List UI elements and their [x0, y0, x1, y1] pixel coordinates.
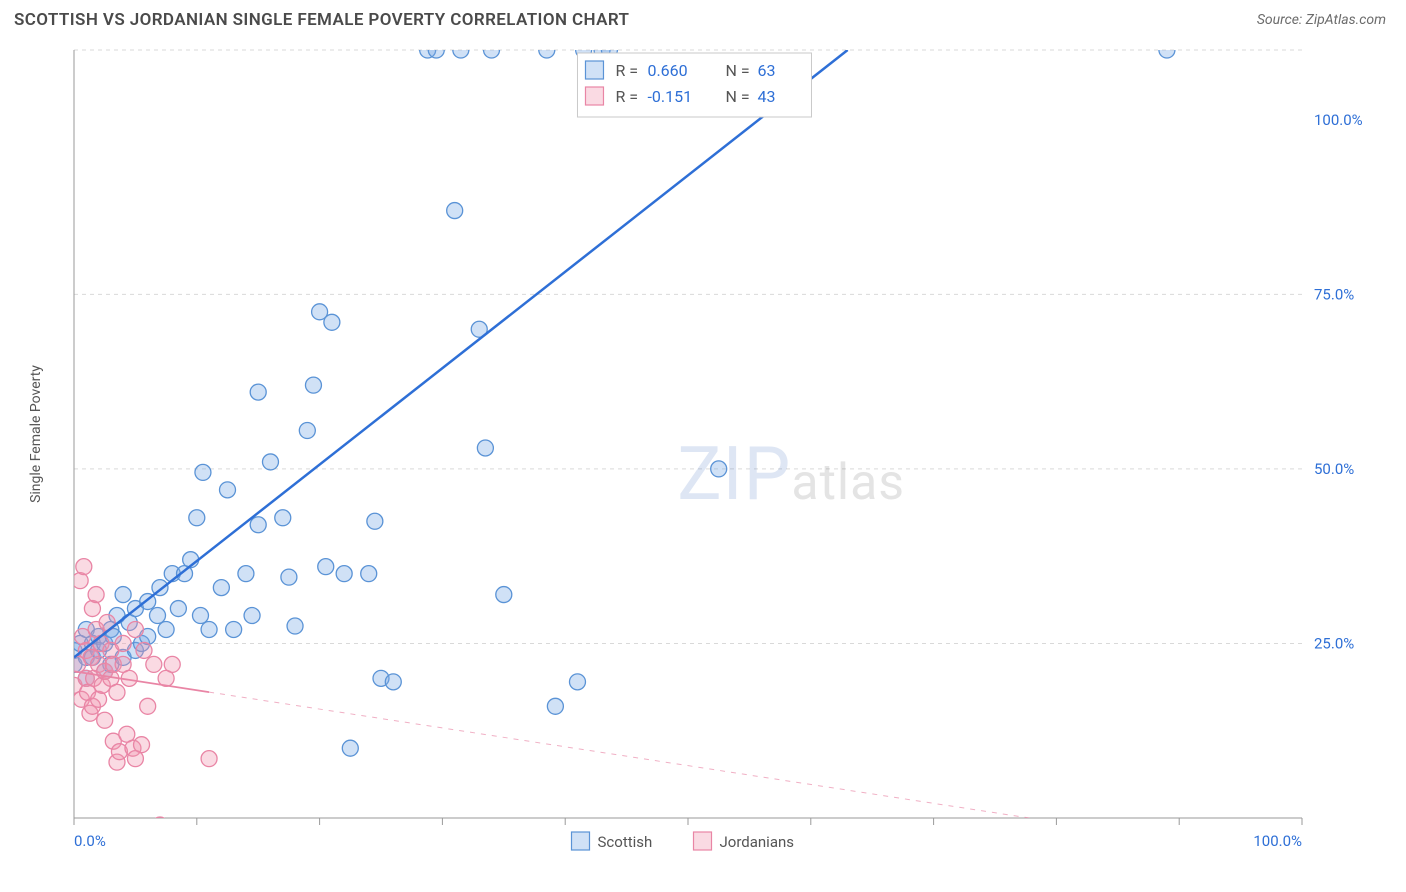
legend-swatch [585, 87, 603, 105]
chart-title: SCOTTISH VS JORDANIAN SINGLE FEMALE POVE… [14, 10, 629, 30]
jordanians-point [109, 684, 125, 700]
jordanians-point [136, 642, 152, 658]
r-label: R = [615, 61, 638, 80]
scottish-point [496, 587, 512, 603]
scottish-point [213, 580, 229, 596]
scottish-point [195, 464, 211, 480]
scottish-point [244, 608, 260, 624]
jordanians-point [146, 656, 162, 672]
scottish-point [453, 42, 469, 58]
correlation-scatter-chart: 0.0% 100.0% 25.0% 50.0% 75.0% 100.0% Single Fe… [14, 40, 1386, 874]
scottish-point [569, 674, 585, 690]
scottish-point [547, 698, 563, 714]
x-axis-label: 0.0% [74, 832, 106, 850]
jordanians-point [115, 635, 131, 651]
jordanians-point [140, 698, 156, 714]
scottish-point [287, 618, 303, 634]
jordanians-point [97, 712, 113, 728]
scottish-point [192, 608, 208, 624]
scottish-point [170, 601, 186, 617]
scottish-point [1159, 42, 1175, 58]
jordanians-point [127, 621, 143, 637]
scottish-point [220, 482, 236, 498]
chart-header: SCOTTISH VS JORDANIAN SINGLE FEMALE POVE… [0, 0, 1406, 36]
correlation-box: R = 0.660 N = 63 R = -0.151 N = 43 [577, 53, 811, 117]
scottish-point [447, 203, 463, 219]
n-label: N = [725, 87, 749, 106]
jordanians-point [201, 751, 217, 767]
jordanians-point [88, 587, 104, 603]
n-value: 63 [757, 61, 775, 80]
scottish-point [484, 42, 500, 58]
y-axis-label: 50.0% [1314, 460, 1354, 478]
scottish-point [201, 621, 217, 637]
n-value: 43 [757, 87, 775, 106]
scottish-point [158, 621, 174, 637]
scottish-point [305, 377, 321, 393]
r-value: 0.660 [647, 61, 687, 80]
scottish-point [318, 559, 334, 575]
scottish-point [361, 566, 377, 582]
legend-swatch [572, 832, 590, 850]
legend-swatch [585, 61, 603, 79]
legend-label: Scottish [598, 833, 653, 851]
r-value: -0.151 [647, 87, 692, 106]
scottish-point [477, 440, 493, 456]
scottish-point [250, 517, 266, 533]
n-label: N = [725, 61, 749, 80]
scottish-point [324, 314, 340, 330]
scottish-point [226, 621, 242, 637]
scottish-point [281, 569, 297, 585]
jordanians-point [164, 656, 180, 672]
scottish-point [275, 510, 291, 526]
scottish-point [189, 510, 205, 526]
legend-label: Jordanians [720, 833, 795, 851]
chart-container: 0.0% 100.0% 25.0% 50.0% 75.0% 100.0% Single Fe… [14, 40, 1386, 874]
y-axis-label: 100.0% [1314, 111, 1363, 129]
jordanians-point [152, 817, 168, 833]
scottish-point [428, 42, 444, 58]
scottish-point [385, 674, 401, 690]
scottish-point [539, 42, 555, 58]
scottish-point [262, 454, 278, 470]
scottish-regression-line [74, 50, 848, 657]
chart-source: Source: ZipAtlas.com [1257, 12, 1386, 28]
scottish-point [342, 740, 358, 756]
x-axis-label: 100.0% [1253, 832, 1302, 850]
scottish-point [150, 608, 166, 624]
y-axis-title: Single Female Poverty [28, 365, 44, 503]
scottish-point [238, 566, 254, 582]
scottish-point [115, 587, 131, 603]
y-axis-label: 25.0% [1314, 634, 1354, 652]
scottish-point [250, 384, 266, 400]
legend-swatch [694, 832, 712, 850]
series-legend: Scottish Jordanians [572, 832, 795, 851]
scottish-point [711, 461, 727, 477]
r-label: R = [615, 87, 638, 106]
scottish-point [336, 566, 352, 582]
jordanians-point [134, 737, 150, 753]
scottish-point [299, 423, 315, 439]
y-axis-label: 75.0% [1314, 285, 1354, 303]
scottish-point [367, 513, 383, 529]
jordanians-point [76, 559, 92, 575]
